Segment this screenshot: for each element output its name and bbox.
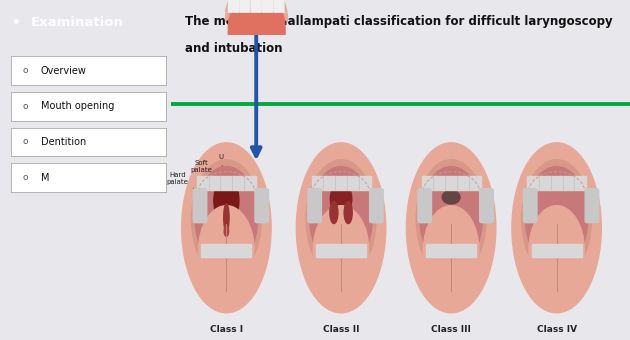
Ellipse shape — [224, 204, 229, 231]
Ellipse shape — [330, 182, 352, 216]
Text: Overview: Overview — [41, 66, 87, 75]
FancyBboxPatch shape — [418, 189, 432, 223]
Ellipse shape — [192, 160, 261, 279]
Ellipse shape — [525, 167, 588, 269]
Ellipse shape — [224, 226, 229, 236]
FancyBboxPatch shape — [585, 189, 598, 223]
FancyBboxPatch shape — [255, 189, 268, 223]
Ellipse shape — [416, 160, 486, 279]
Ellipse shape — [181, 143, 271, 313]
FancyBboxPatch shape — [229, 0, 239, 12]
Ellipse shape — [310, 167, 372, 269]
Ellipse shape — [529, 206, 585, 294]
FancyBboxPatch shape — [421, 176, 481, 190]
Text: Class III: Class III — [431, 325, 471, 334]
Text: o: o — [23, 137, 28, 147]
Ellipse shape — [522, 160, 592, 279]
Text: Pillar: Pillar — [238, 184, 255, 208]
Ellipse shape — [296, 143, 386, 313]
FancyBboxPatch shape — [479, 189, 493, 223]
Text: •: • — [12, 16, 21, 30]
Ellipse shape — [344, 201, 352, 224]
Ellipse shape — [330, 201, 338, 224]
FancyBboxPatch shape — [263, 0, 273, 12]
Ellipse shape — [442, 190, 460, 204]
Ellipse shape — [198, 206, 254, 294]
Text: The modified Mallampati classification for difficult laryngoscopy: The modified Mallampati classification f… — [185, 15, 613, 28]
FancyBboxPatch shape — [532, 244, 581, 257]
Text: M: M — [41, 173, 49, 183]
Text: Examination: Examination — [31, 16, 123, 30]
Ellipse shape — [195, 167, 258, 269]
Text: o: o — [23, 173, 28, 182]
FancyBboxPatch shape — [240, 0, 250, 12]
FancyBboxPatch shape — [274, 0, 284, 12]
Ellipse shape — [420, 167, 483, 269]
Ellipse shape — [512, 143, 601, 313]
FancyBboxPatch shape — [426, 244, 476, 257]
Text: Soft
palate: Soft palate — [190, 160, 216, 191]
FancyBboxPatch shape — [202, 244, 251, 257]
Text: and intubation: and intubation — [185, 42, 283, 55]
FancyBboxPatch shape — [308, 189, 321, 223]
Text: Mouth opening: Mouth opening — [41, 101, 114, 111]
Polygon shape — [225, 0, 288, 21]
Ellipse shape — [313, 206, 369, 294]
FancyBboxPatch shape — [312, 176, 370, 190]
Text: Class I: Class I — [210, 325, 243, 334]
FancyBboxPatch shape — [524, 189, 537, 223]
FancyBboxPatch shape — [370, 189, 383, 223]
Ellipse shape — [214, 177, 239, 224]
FancyBboxPatch shape — [251, 0, 261, 12]
Text: Dentition: Dentition — [41, 137, 86, 147]
Text: Class II: Class II — [323, 325, 359, 334]
Text: Class IV: Class IV — [537, 325, 576, 334]
FancyBboxPatch shape — [316, 244, 366, 257]
Text: Hard
palate: Hard palate — [166, 172, 201, 192]
Text: o: o — [23, 102, 28, 111]
Ellipse shape — [423, 206, 479, 294]
Text: U: U — [219, 154, 227, 205]
FancyBboxPatch shape — [193, 189, 207, 223]
Ellipse shape — [306, 160, 376, 279]
Ellipse shape — [406, 143, 496, 313]
FancyBboxPatch shape — [527, 176, 586, 190]
FancyBboxPatch shape — [197, 176, 256, 190]
Text: o: o — [23, 66, 28, 75]
